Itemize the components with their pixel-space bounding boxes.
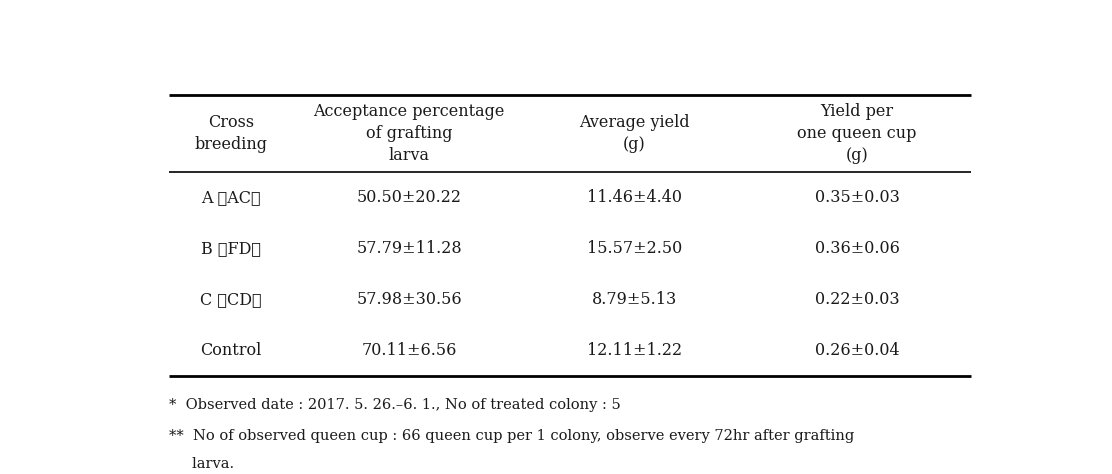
Text: Yield per
one queen cup
(g): Yield per one queen cup (g): [797, 103, 916, 164]
Text: 57.79±11.28: 57.79±11.28: [356, 240, 461, 257]
Text: 0.36±0.06: 0.36±0.06: [815, 240, 900, 257]
Text: 11.46±4.40: 11.46±4.40: [587, 189, 682, 206]
Text: 8.79±5.13: 8.79±5.13: [592, 291, 677, 308]
Text: **  No of observed queen cup : 66 queen cup per 1 colony, observe every 72hr aft: ** No of observed queen cup : 66 queen c…: [169, 429, 854, 443]
Text: 0.26±0.04: 0.26±0.04: [815, 342, 900, 359]
Text: 15.57±2.50: 15.57±2.50: [586, 240, 682, 257]
Text: Average yield
(g): Average yield (g): [579, 114, 689, 153]
Text: 12.11±1.22: 12.11±1.22: [587, 342, 682, 359]
Text: Control: Control: [200, 342, 262, 359]
Text: larva.: larva.: [169, 456, 235, 471]
Text: *  Observed date : 2017. 5. 26.–6. 1., No of treated colony : 5: * Observed date : 2017. 5. 26.–6. 1., No…: [169, 398, 620, 412]
Text: Acceptance percentage
of grafting
larva: Acceptance percentage of grafting larva: [314, 103, 505, 164]
Text: 70.11±6.56: 70.11±6.56: [361, 342, 457, 359]
Text: 57.98±30.56: 57.98±30.56: [356, 291, 461, 308]
Text: B （FD）: B （FD）: [201, 240, 261, 257]
Text: Cross
breeding: Cross breeding: [195, 114, 268, 153]
Text: 50.50±20.22: 50.50±20.22: [357, 189, 461, 206]
Text: 0.22±0.03: 0.22±0.03: [815, 291, 900, 308]
Text: C （CD）: C （CD）: [200, 291, 262, 308]
Text: A （AC）: A （AC）: [201, 189, 261, 206]
Text: 0.35±0.03: 0.35±0.03: [815, 189, 900, 206]
